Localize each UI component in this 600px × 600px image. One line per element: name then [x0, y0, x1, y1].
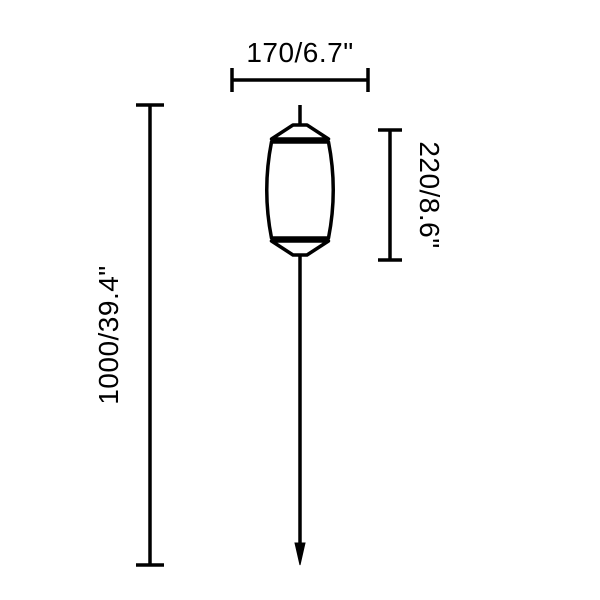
dim-head-height-label: 220/8.6": [414, 141, 445, 248]
dim-total-height: 1000/39.4": [93, 105, 164, 565]
dim-head-height: 220/8.6": [378, 130, 445, 260]
lamp-outline: [267, 105, 334, 565]
dim-total-height-label: 1000/39.4": [93, 265, 124, 405]
dim-width: 170/6.7": [232, 37, 368, 92]
dim-width-label: 170/6.7": [246, 37, 353, 68]
dimension-diagram: 170/6.7" 220/8.6" 1000/39.4": [0, 0, 600, 600]
